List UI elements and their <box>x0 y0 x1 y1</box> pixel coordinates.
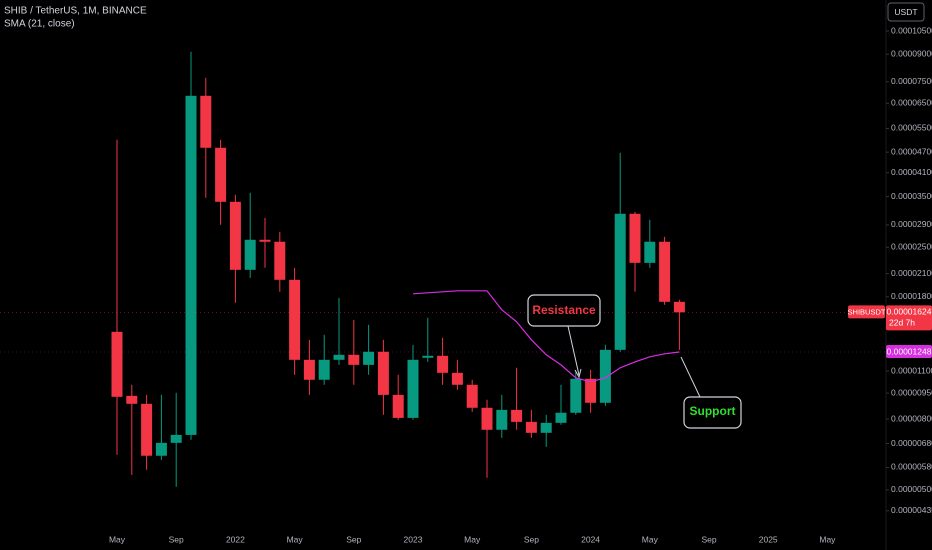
candle-body <box>215 147 227 202</box>
candle-body <box>599 349 611 403</box>
x-tick-label: 2024 <box>581 534 600 544</box>
x-tick-label: 2022 <box>226 534 245 544</box>
candle-body <box>392 394 404 418</box>
y-tick-label: 0.00000500 <box>891 484 932 494</box>
x-tick-label: May <box>109 534 126 544</box>
x-tick-label: Sep <box>701 534 716 544</box>
candle-body <box>377 351 389 395</box>
y-tick-label: 0.00004100 <box>891 167 932 177</box>
candle-body <box>451 372 463 385</box>
x-tick-label: Sep <box>346 534 361 544</box>
candle-body <box>540 422 552 433</box>
y-tick-label: 0.00000435 <box>891 505 932 515</box>
x-tick-label: 2023 <box>404 534 423 544</box>
candle-body <box>274 241 286 280</box>
candle-body <box>244 239 256 270</box>
candle-body <box>629 213 641 263</box>
symbol-tag <box>848 305 885 319</box>
y-tick-label: 0.00000680 <box>891 438 932 448</box>
x-tick-label: May <box>287 534 304 544</box>
chart-title: SHIB / TetherUS, 1M, BINANCE <box>4 6 147 17</box>
y-tick-label: 0.00001800 <box>891 291 932 301</box>
resistance-box <box>527 294 601 327</box>
candle-body <box>141 403 153 456</box>
y-tick-label: 0.00003500 <box>891 191 932 201</box>
candle-body <box>200 95 212 148</box>
support-box <box>683 396 742 429</box>
price-tag <box>886 345 932 359</box>
candle-body <box>437 355 449 373</box>
support-label: Support <box>690 404 736 418</box>
y-tick-label: 0.00002100 <box>891 268 932 278</box>
candle-body <box>555 412 567 423</box>
resistance-label: Resistance <box>532 303 596 317</box>
candle-body <box>170 434 182 443</box>
candle-body <box>614 213 626 350</box>
y-tick-label: 0.00000580 <box>891 462 932 472</box>
candle-body <box>318 359 330 380</box>
y-tick-label: 0.00007500 <box>891 76 932 86</box>
candle-body <box>185 95 197 435</box>
price-tag-value: 0.00001624 <box>887 307 932 317</box>
candle-body <box>466 384 478 408</box>
x-tick-label: May <box>819 534 836 544</box>
candle-body <box>363 351 375 365</box>
candle-body <box>570 378 582 413</box>
currency-label[interactable]: USDT <box>894 7 917 17</box>
x-tick-label: May <box>642 534 659 544</box>
y-tick-label: 0.00000800 <box>891 413 932 423</box>
x-tick-label: 2025 <box>759 534 778 544</box>
candle-body <box>644 241 656 263</box>
candle-body <box>259 239 271 242</box>
y-tick-label: 0.00009000 <box>891 49 932 59</box>
candle-body <box>333 354 345 360</box>
candle-body <box>289 279 301 360</box>
indicator-label: SMA (21, close) <box>4 19 75 30</box>
candle-body <box>496 409 508 430</box>
candle-body <box>525 421 537 433</box>
candle-body <box>111 331 123 397</box>
symbol-tag-label: SHIBUSDT <box>848 307 886 316</box>
price-tag-value: 0.00001248 <box>887 346 932 356</box>
candle-body <box>673 301 685 313</box>
candle-body <box>481 407 493 430</box>
candle-body <box>422 355 434 358</box>
x-tick-label: Sep <box>169 534 184 544</box>
candle-body <box>585 378 597 403</box>
candle-body <box>348 354 360 365</box>
resistance-arrowhead <box>574 368 582 379</box>
price-tag <box>886 305 932 331</box>
y-tick-label: 0.00004700 <box>891 146 932 156</box>
candle-body <box>303 359 315 380</box>
y-tick-label: 0.00006500 <box>891 98 932 108</box>
y-tick-label: 0.00002900 <box>891 219 932 229</box>
y-tick-label: 0.00001100 <box>891 365 932 375</box>
candle-body <box>229 201 241 270</box>
candle-body <box>407 359 419 418</box>
y-tick-label: 0.00005500 <box>891 123 932 133</box>
sma-line <box>412 290 680 383</box>
y-tick-label: 0.00002500 <box>891 242 932 252</box>
y-tick-label: 0.00010500 <box>891 25 932 35</box>
currency-button[interactable] <box>887 2 925 22</box>
candle-body <box>155 442 167 456</box>
x-tick-label: May <box>464 534 481 544</box>
support-pointer <box>680 356 701 398</box>
y-tick-label: 0.00000950 <box>891 387 932 397</box>
candle-body <box>126 395 138 404</box>
price-tag-countdown: 22d 7h <box>889 318 915 328</box>
candle-body <box>511 409 523 422</box>
resistance-pointer <box>567 325 580 376</box>
candle-body <box>659 241 671 302</box>
x-tick-label: Sep <box>524 534 539 544</box>
